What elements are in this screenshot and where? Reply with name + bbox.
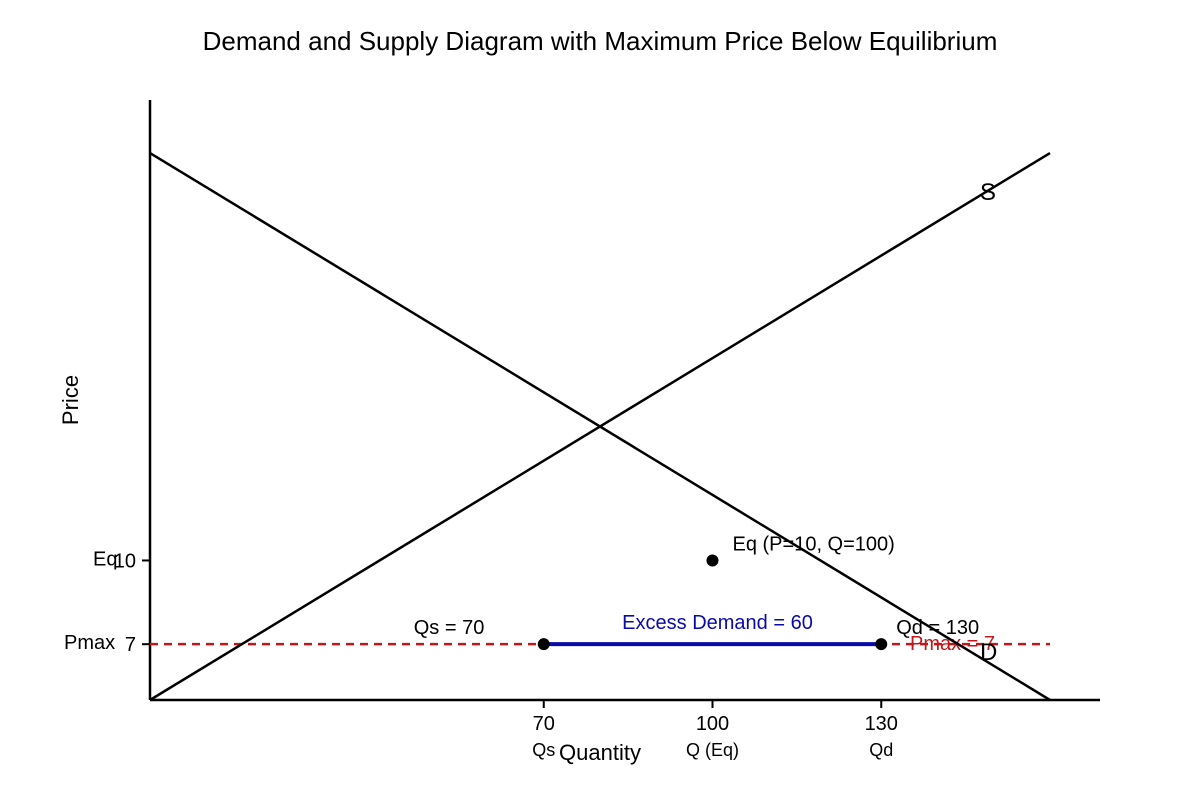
- qs-point: [537, 638, 550, 651]
- y-tick-side-label: Pmax: [64, 632, 115, 654]
- demand-curve: [149, 151, 1051, 702]
- y-tick-label: 7: [125, 634, 136, 656]
- x-tick-label: 100: [696, 713, 729, 735]
- x-tick-label: 70: [533, 713, 555, 735]
- y-axis-label: Price: [58, 375, 83, 425]
- equilibrium-point: [706, 554, 719, 567]
- chart-title: Demand and Supply Diagram with Maximum P…: [203, 26, 998, 56]
- x-tick-sublabel: Qs: [532, 740, 555, 760]
- qd-point: [875, 638, 888, 651]
- x-tick-label: 130: [865, 713, 898, 735]
- demand-curve-label: D: [980, 639, 997, 666]
- excess-demand-label: Excess Demand = 60: [622, 612, 813, 634]
- x-tick-sublabel: Qd: [869, 740, 893, 760]
- qs-label: Qs = 70: [414, 617, 485, 639]
- x-tick-sublabel: Q (Eq): [686, 740, 739, 760]
- equilibrium-label: Eq (P=10, Q=100): [733, 533, 895, 555]
- qd-label: Qd = 130: [896, 617, 979, 639]
- y-tick-label: 10: [114, 550, 136, 572]
- max-price-label: Pmax = 7: [910, 633, 995, 655]
- plot-area: Pmax = 7 S D Excess Demand = 60 Eq (P=10, Q=…: [64, 100, 1100, 760]
- y-tick-side-label: Eq: [93, 548, 117, 570]
- supply-curve-label: S: [980, 179, 996, 206]
- x-axis-label: Quantity: [559, 740, 641, 765]
